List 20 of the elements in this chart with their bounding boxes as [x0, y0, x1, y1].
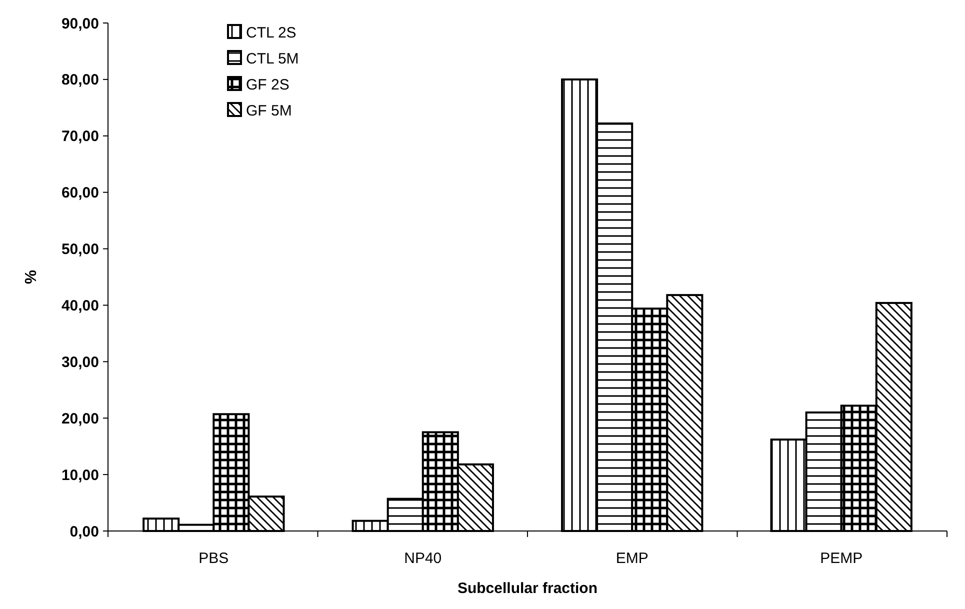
x-tick-label: PBS	[198, 550, 229, 567]
y-tick-label: 90,00	[61, 15, 99, 32]
x-tick-label: PEMP	[820, 550, 863, 567]
legend-label: CTL 5M	[246, 50, 299, 68]
y-tick-label: 70,00	[61, 128, 99, 146]
y-tick-label: 40,00	[61, 297, 99, 314]
x-tick-label: EMP	[616, 550, 648, 567]
legend-label: CTL 2S	[246, 24, 296, 42]
legend-label: GF 2S	[246, 76, 290, 94]
y-tick-label: 0,00	[70, 523, 99, 540]
y-axis-title: %	[23, 270, 40, 284]
y-tick-label: 20,00	[61, 410, 99, 428]
x-axis-title: Subcellular fraction	[457, 580, 598, 597]
legend-label: GF 5M	[246, 102, 292, 120]
y-tick-label: 60,00	[61, 184, 99, 202]
y-tick-label: 10,00	[61, 466, 99, 484]
y-tick-label: 50,00	[61, 241, 99, 258]
x-tick-label: NP40	[404, 550, 442, 567]
y-tick-label: 80,00	[61, 72, 99, 89]
y-tick-label: 30,00	[61, 354, 99, 371]
